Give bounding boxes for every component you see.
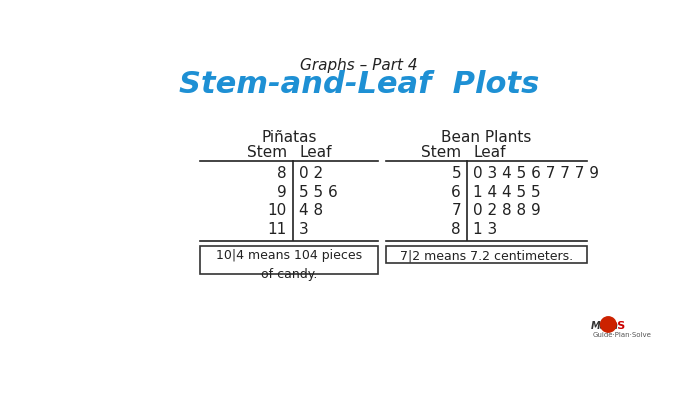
Text: 8: 8 — [277, 166, 287, 181]
Text: 4 8: 4 8 — [299, 203, 323, 218]
Text: 1 4 4 5 5: 1 4 4 5 5 — [473, 184, 541, 199]
Text: Bean Plants: Bean Plants — [442, 130, 532, 145]
Text: Guide·Plan·Solve: Guide·Plan·Solve — [593, 333, 652, 338]
Text: 6: 6 — [452, 184, 461, 199]
Text: 7: 7 — [452, 203, 461, 218]
Text: Leaf: Leaf — [473, 145, 506, 160]
Text: 0 3 4 5 6 7 7 7 9: 0 3 4 5 6 7 7 7 9 — [473, 166, 599, 181]
FancyBboxPatch shape — [200, 246, 378, 274]
Text: G: G — [604, 320, 612, 329]
Text: 8: 8 — [452, 221, 461, 236]
Text: Stem: Stem — [421, 145, 461, 160]
Text: Graphs – Part 4: Graphs – Part 4 — [300, 58, 418, 73]
Text: 11: 11 — [267, 221, 287, 236]
Text: 10|4 means 104 pieces
of candy.: 10|4 means 104 pieces of candy. — [216, 249, 362, 281]
Text: 9: 9 — [277, 184, 287, 199]
Text: 5: 5 — [452, 166, 461, 181]
Text: Stem-and-Leaf  Plots: Stem-and-Leaf Plots — [178, 71, 539, 99]
Text: Leaf: Leaf — [299, 145, 332, 160]
Text: 5 5 6: 5 5 6 — [299, 184, 338, 199]
Text: 0 2 8 8 9: 0 2 8 8 9 — [473, 203, 541, 218]
Text: Piñatas: Piñatas — [261, 130, 316, 145]
FancyBboxPatch shape — [386, 246, 587, 263]
Text: Math: Math — [590, 321, 618, 331]
Text: 0 2: 0 2 — [299, 166, 323, 181]
Text: GPS: GPS — [601, 321, 626, 331]
Text: 7|2 means 7.2 centimeters.: 7|2 means 7.2 centimeters. — [400, 249, 573, 262]
Circle shape — [601, 317, 616, 332]
Text: 10: 10 — [267, 203, 287, 218]
Text: 1 3: 1 3 — [473, 221, 498, 236]
Text: 3: 3 — [299, 221, 309, 236]
Text: Stem: Stem — [246, 145, 287, 160]
